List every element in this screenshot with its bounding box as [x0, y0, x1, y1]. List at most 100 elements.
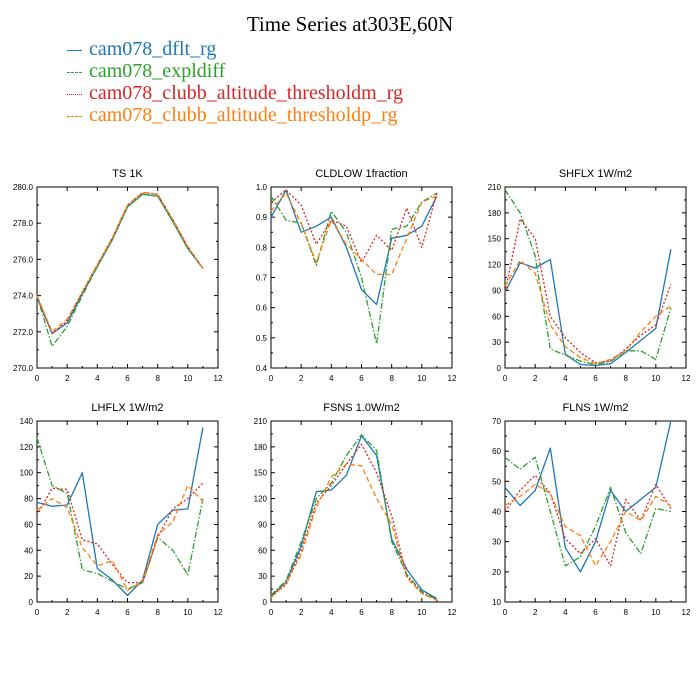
y-tick-label: 180 — [488, 209, 502, 218]
y-tick-label: 90 — [492, 286, 501, 295]
y-tick-label: 20 — [24, 572, 33, 581]
y-tick-label: 120 — [254, 495, 268, 504]
y-tick-label: 0 — [29, 598, 34, 607]
x-tick-label: 2 — [299, 374, 304, 383]
x-tick-label: 4 — [329, 608, 334, 617]
x-tick-label: 12 — [448, 608, 457, 617]
x-tick-label: 0 — [269, 608, 274, 617]
plot-frame — [36, 420, 219, 603]
series-line — [36, 193, 204, 347]
y-tick-label: 60 — [492, 447, 501, 456]
legend-swatch — [67, 93, 82, 95]
plot-frame — [504, 420, 687, 603]
chart-panel: CLDLOW 1fraction 0 2 4 6 8 10 12 0.4 0.5 0.6 0.7 0.8… — [256, 168, 457, 383]
legend-label: cam078_clubb_altitude_thresholdm_rg — [89, 82, 404, 104]
series-line — [270, 189, 438, 306]
y-tick-label: 20 — [492, 568, 501, 577]
series-line — [36, 191, 204, 333]
y-tick-label: 10 — [492, 598, 501, 607]
chart-title: SHFLX 1W/m2 — [559, 168, 632, 180]
y-tick-label: 0 — [497, 364, 502, 373]
legend-label: cam078_clubb_altitude_thresholdp_rg — [89, 104, 398, 126]
x-tick-label: 12 — [448, 374, 457, 383]
series-line — [270, 192, 438, 276]
legend-item: cam078_clubb_altitude_thresholdm_rg — [67, 82, 403, 104]
legend-swatch — [67, 115, 82, 117]
x-tick-label: 2 — [299, 608, 304, 617]
y-tick-label: 60 — [24, 520, 33, 529]
x-tick-label: 0 — [503, 374, 508, 383]
y-tick-label: 150 — [488, 235, 502, 244]
series-line — [36, 482, 204, 584]
y-tick-label: 60 — [492, 312, 501, 321]
y-tick-label: 180 — [254, 443, 268, 452]
y-tick-label: 210 — [254, 417, 268, 426]
y-tick-label: 276.0 — [13, 255, 34, 264]
series-line — [270, 435, 438, 600]
y-tick-label: 150 — [254, 469, 268, 478]
y-tick-label: 0.7 — [256, 274, 268, 283]
x-tick-label: 0 — [503, 608, 508, 617]
y-tick-label: 80 — [24, 495, 33, 504]
x-tick-label: 12 — [682, 608, 691, 617]
plot-frame — [504, 186, 687, 369]
y-tick-label: 280.0 — [13, 183, 34, 192]
x-tick-label: 8 — [623, 374, 628, 383]
legend-swatch — [67, 49, 82, 51]
series-line — [36, 437, 204, 590]
plot-frame — [36, 186, 219, 369]
x-tick-label: 10 — [183, 374, 192, 383]
y-tick-label: 120 — [488, 261, 502, 270]
y-tick-label: 278.0 — [13, 219, 34, 228]
x-tick-label: 4 — [95, 608, 100, 617]
legend-label: cam078_dflt_rg — [89, 38, 217, 60]
x-tick-label: 2 — [65, 374, 70, 383]
x-tick-label: 6 — [359, 374, 364, 383]
x-tick-label: 10 — [651, 374, 660, 383]
y-tick-label: 120 — [20, 443, 34, 452]
x-tick-label: 0 — [35, 374, 40, 383]
chart-title: CLDLOW 1fraction — [315, 168, 407, 180]
series-line — [270, 463, 438, 601]
y-tick-label: 40 — [492, 508, 501, 517]
y-tick-label: 60 — [258, 546, 267, 555]
x-tick-label: 10 — [417, 374, 426, 383]
x-tick-label: 0 — [269, 374, 274, 383]
chart-title: FSNS 1.0W/m2 — [323, 402, 399, 414]
y-tick-label: 30 — [492, 338, 501, 347]
y-tick-label: 1.0 — [256, 183, 268, 192]
chart-title: FLNS 1W/m2 — [562, 402, 628, 414]
x-tick-label: 2 — [65, 608, 70, 617]
legend-item: cam078_expldiff — [67, 60, 403, 82]
series-line — [504, 456, 672, 567]
y-tick-label: 100 — [20, 469, 34, 478]
legend-item: cam078_dflt_rg — [67, 38, 403, 60]
x-tick-label: 4 — [563, 374, 568, 383]
series-line — [504, 259, 672, 365]
x-tick-label: 4 — [563, 608, 568, 617]
x-tick-label: 6 — [593, 608, 598, 617]
chart-title: LHFLX 1W/m2 — [91, 402, 163, 414]
x-tick-label: 10 — [651, 608, 660, 617]
chart-panel: FLNS 1W/m2 0 2 4 6 8 10 12 10 20 30 40 50 60 70 — [492, 402, 691, 617]
legend-item: cam078_clubb_altitude_thresholdp_rg — [67, 104, 403, 126]
series-line — [36, 427, 204, 597]
series-line — [270, 189, 438, 264]
y-tick-label: 30 — [258, 572, 267, 581]
x-tick-label: 12 — [682, 374, 691, 383]
legend: cam078_dflt_rg cam078_expldiff cam078_cl… — [67, 38, 403, 126]
plot-frame — [270, 420, 453, 603]
chart-panel: TS 1K 0 2 4 6 8 10 12 270.0 272.0 274.0 276.0 278.0 2… — [13, 168, 223, 383]
series-line — [504, 248, 672, 367]
x-tick-label: 8 — [389, 374, 394, 383]
series-line — [504, 218, 672, 364]
x-tick-label: 10 — [417, 608, 426, 617]
y-tick-label: 0.9 — [256, 213, 268, 222]
y-tick-label: 30 — [492, 538, 501, 547]
x-tick-label: 2 — [533, 608, 538, 617]
legend-swatch — [67, 71, 82, 73]
